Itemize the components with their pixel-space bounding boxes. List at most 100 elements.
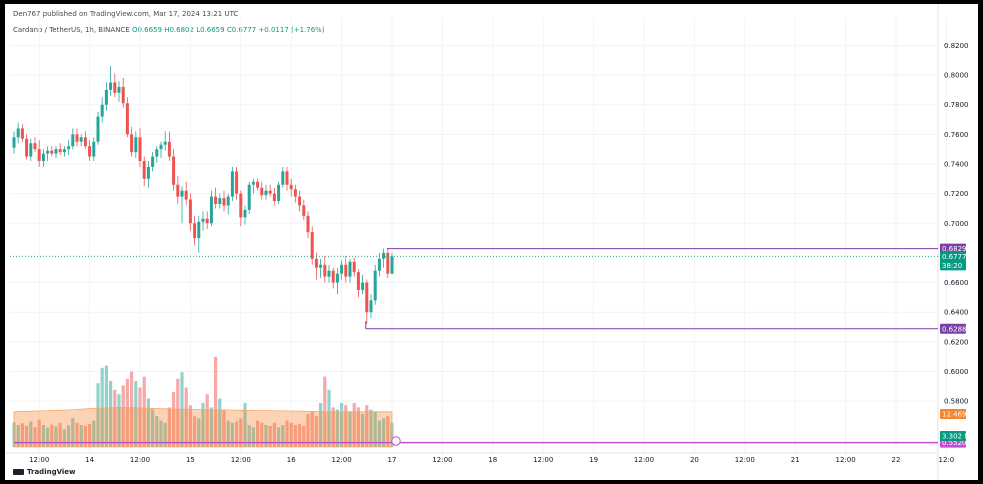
- volume-bar: [37, 419, 41, 447]
- y-tick-label: 0.7000: [944, 220, 969, 228]
- candle-body: [390, 256, 394, 274]
- price-tag-bg: [940, 251, 966, 271]
- candle-body: [130, 134, 134, 153]
- y-tick-label: 0.7400: [944, 160, 969, 168]
- volume-bar: [268, 425, 272, 447]
- grid-lines: [5, 4, 947, 480]
- volume-sma: [13, 406, 393, 448]
- volume-bar: [264, 425, 268, 447]
- volume-bar: [151, 409, 155, 447]
- volume-bar: [386, 416, 390, 447]
- x-tick-label: 12:00: [432, 456, 452, 464]
- candlestick-chart[interactable]: 0.8200 0.8000 0.7800 0.7600 0.7400 0.7200 0.70…: [5, 4, 978, 480]
- volume-bar: [226, 420, 230, 447]
- volume-bar: [361, 414, 365, 447]
- candle-body: [285, 171, 289, 185]
- volume-bar: [83, 425, 87, 447]
- volume-bar: [365, 405, 369, 447]
- level-label-bg: [940, 243, 966, 254]
- price-label: 0.6777: [942, 253, 967, 261]
- candle-body: [218, 198, 222, 204]
- x-tick-label: 12:0: [939, 456, 955, 464]
- candle-body: [79, 137, 83, 142]
- volume-bar: [239, 418, 243, 447]
- candle-body: [71, 134, 75, 147]
- x-tick-label: 12:00: [332, 456, 352, 464]
- candle-body: [151, 156, 155, 167]
- candle-body: [306, 215, 310, 233]
- candle-body: [100, 104, 104, 117]
- candle-body: [361, 282, 365, 290]
- candle-body: [272, 193, 276, 202]
- volume-bar: [88, 424, 92, 447]
- volume-bar: [289, 422, 293, 447]
- candle-body: [176, 184, 180, 197]
- x-tick-label: 12:00: [29, 456, 49, 464]
- candle-body: [377, 258, 381, 271]
- level-label: 0.5520: [942, 439, 967, 447]
- candle-body: [16, 128, 20, 138]
- volume-bar: [256, 420, 260, 447]
- candle-body: [314, 258, 318, 268]
- volume-bar: [67, 425, 71, 447]
- volume-bar: [172, 392, 176, 447]
- candle-body: [46, 150, 50, 154]
- candle-body: [386, 252, 390, 274]
- volume-bar: [319, 403, 323, 447]
- y-tick-label: 0.7200: [944, 190, 969, 198]
- candle-body: [319, 264, 323, 268]
- volume-bar: [209, 407, 213, 447]
- candle-body: [264, 190, 268, 196]
- volume-bar: [260, 422, 264, 447]
- price-axis: 0.8200 0.8000 0.7800 0.7600 0.7400 0.7200 0.70…: [940, 42, 975, 448]
- volume-bar: [100, 367, 104, 447]
- symbol-legend: Cardano / TetherUS, 1h, BINANCE O0.6659 …: [13, 26, 325, 34]
- volume-bar: [142, 376, 146, 447]
- candle-body: [281, 171, 285, 185]
- candle-body: [335, 273, 339, 283]
- candle-body: [340, 264, 344, 274]
- candle-body: [92, 141, 96, 157]
- candle-body: [96, 116, 100, 142]
- volume-bar: [235, 421, 239, 447]
- candle-body: [226, 196, 230, 206]
- candle-body: [369, 300, 373, 313]
- chart-panel[interactable]: Den767 published on TradingView.com, Mar…: [5, 4, 978, 480]
- candle-body: [88, 146, 92, 157]
- y-tick-label: 0.7600: [944, 131, 969, 139]
- candle-body: [235, 171, 239, 194]
- volume-bar: [167, 407, 171, 447]
- candle-body: [323, 264, 327, 277]
- candle-body: [67, 146, 71, 150]
- volume-bar: [20, 423, 24, 447]
- volume-bar: [138, 387, 142, 447]
- candle-body: [293, 189, 297, 197]
- volume-bar: [16, 425, 20, 447]
- volume-bar: [109, 381, 113, 447]
- x-tick-label: 12:00: [533, 456, 553, 464]
- x-tick-label: 12:00: [130, 456, 150, 464]
- volume-sma-label: 12.469 M: [942, 411, 975, 419]
- ohlc-values: O0.6659 H0.6802 L0.6659 C0.6777 +0.0117 …: [131, 26, 325, 34]
- x-tick-label: 12:00: [735, 456, 755, 464]
- candle-body: [256, 181, 260, 188]
- candle-body: [104, 89, 108, 105]
- candle-body: [239, 193, 243, 218]
- candle-body: [251, 181, 255, 185]
- volume-bar: [331, 407, 335, 447]
- candle-body: [134, 137, 138, 153]
- volume-bar: [46, 427, 50, 447]
- candle-body: [382, 252, 386, 259]
- volume-bar: [293, 425, 297, 447]
- candle-body: [20, 128, 24, 139]
- volume-sma-label-bg: [940, 409, 966, 419]
- candle-body: [201, 218, 205, 222]
- candle-body: [146, 166, 150, 179]
- level-label: 0.6288: [942, 325, 967, 333]
- candle-body: [109, 82, 113, 90]
- candle-body: [222, 198, 226, 206]
- volume-bar: [58, 422, 62, 447]
- volume-bar: [193, 416, 197, 447]
- volume-bar: [163, 422, 167, 447]
- volume-bar: [277, 427, 281, 447]
